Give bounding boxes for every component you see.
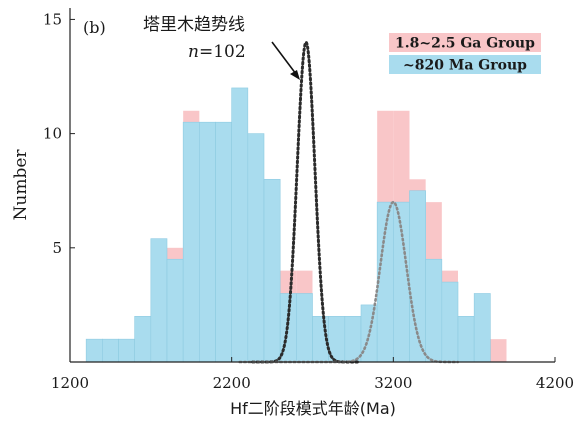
y-axis-title: Number [11, 149, 31, 221]
blue-bar-1700 [150, 238, 168, 363]
y-tick-label-5: 5 [52, 239, 62, 257]
blue-bar-3500 [441, 281, 459, 363]
annotation-arrow-head [290, 70, 300, 80]
x-tick-label-4200: 4200 [536, 374, 574, 392]
annotation-n-value: =102 [199, 42, 246, 62]
blue-bar-3600 [457, 316, 475, 363]
blue-bar-2900 [344, 316, 362, 363]
blue-bar-2300 [247, 133, 265, 363]
blue-bar-2400 [263, 178, 281, 363]
blue-bar-3400 [425, 258, 443, 363]
x-tick-label-3200: 3200 [374, 374, 412, 392]
legend-swatch-blue [389, 55, 541, 74]
annotation-title: 塔里木趋势线 [143, 15, 245, 35]
annotation-n-label: n [188, 42, 199, 62]
axis-ticks: 1200 2200 3200 4200 5 10 15 [43, 10, 574, 392]
blue-bar-1600 [134, 316, 152, 363]
annotation-arrow-line [271, 41, 297, 75]
blue-bar-2600 [296, 293, 313, 363]
blue-bar-1800 [166, 258, 184, 363]
blue-bar-2000 [199, 121, 216, 363]
blue-bar-3700 [473, 293, 491, 363]
x-tick-label-2200: 2200 [213, 374, 251, 392]
blue-bar-1500 [118, 338, 135, 363]
legend-swatch-pink [389, 33, 541, 52]
x-axis-title: Hf二阶段模式年龄(Ma) [230, 399, 396, 418]
series-blue-bars [85, 87, 491, 363]
annotation-count: n=102 [188, 42, 246, 62]
blue-bar-2100 [215, 121, 232, 363]
legend-label-blue: ~820 Ma Group [403, 58, 527, 74]
blue-bar-1300 [85, 338, 103, 363]
pink-bar-3800 [490, 339, 507, 362]
x-tick-label-1200: 1200 [51, 374, 89, 392]
blue-bar-1400 [102, 338, 119, 363]
blue-bar-1900 [182, 121, 200, 363]
panel-label: (b) [83, 18, 106, 37]
legend-label-pink: 1.8~2.5 Ga Group [395, 36, 535, 52]
blue-bar-2200 [231, 87, 249, 363]
blue-bar-3100 [376, 201, 394, 363]
y-tick-label-10: 10 [43, 125, 62, 143]
y-tick-label-15: 15 [43, 10, 62, 28]
